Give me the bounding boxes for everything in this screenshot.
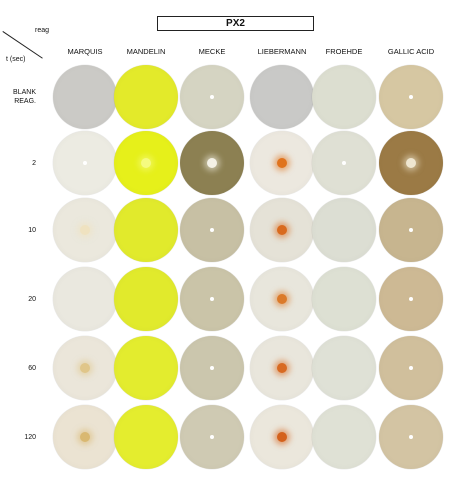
row-label-line: REAG. (14, 98, 36, 105)
reagent-well (53, 198, 117, 262)
row-label: 60 (4, 364, 36, 373)
reagent-well (53, 405, 117, 469)
reagent-well (53, 267, 117, 331)
sample-spot (277, 432, 287, 442)
sample-spot (210, 228, 214, 232)
reagent-well (312, 336, 376, 400)
page-title: PX2 (157, 16, 314, 31)
sample-spot (277, 225, 287, 235)
sample-spot (277, 363, 287, 373)
row-label-line: BLANK (13, 89, 36, 96)
column-header-mandelin: MANDELIN (126, 47, 166, 56)
reagent-well (180, 65, 244, 129)
reagent-well (312, 198, 376, 262)
row-label-line: 120 (24, 433, 36, 441)
reagent-well (114, 198, 178, 262)
column-header-froehde: FROEHDE (325, 47, 363, 56)
reagent-well (312, 267, 376, 331)
reagent-well (114, 405, 178, 469)
reagent-well (53, 336, 117, 400)
row-label-line: 60 (28, 364, 36, 372)
sample-spot (210, 366, 214, 370)
corner-reag-label: reag (35, 27, 50, 34)
reagent-well (53, 131, 117, 195)
sample-spot (409, 228, 413, 232)
row-label: BLANK REAG. (4, 88, 36, 106)
corner-time-label: t (sec) (6, 56, 26, 63)
sample-spot (210, 95, 214, 99)
reagent-well (180, 131, 244, 195)
sample-spot (210, 435, 214, 439)
sample-spot (277, 158, 287, 168)
reagent-well (379, 65, 443, 129)
row-label-line: 2 (32, 159, 36, 167)
sample-spot (409, 435, 413, 439)
sample-spot (409, 95, 413, 99)
reagent-well (114, 131, 178, 195)
sample-spot (83, 161, 87, 165)
reagent-well (250, 405, 314, 469)
reagent-well (250, 198, 314, 262)
reagent-well (379, 405, 443, 469)
reagent-well (180, 336, 244, 400)
column-header-liebermann: LIEBERMANN (257, 47, 307, 56)
sample-spot (342, 161, 346, 165)
row-label-line: 10 (28, 226, 36, 234)
sample-spot (207, 158, 217, 168)
reagent-well (114, 267, 178, 331)
reagent-well (114, 336, 178, 400)
reagent-well (312, 65, 376, 129)
sample-spot (406, 158, 416, 168)
row-label-line: 20 (28, 295, 36, 303)
reagent-well (250, 65, 314, 129)
sample-spot (80, 432, 90, 442)
sample-spot (80, 225, 90, 235)
reagent-well (114, 65, 178, 129)
column-header-marquis: MARQUIS (67, 47, 103, 56)
reagent-well (379, 336, 443, 400)
reagent-well (250, 267, 314, 331)
reagent-well (379, 267, 443, 331)
corner-divider (2, 31, 43, 59)
reagent-well (180, 267, 244, 331)
sample-spot (80, 363, 90, 373)
row-label: 120 (4, 433, 36, 442)
reagent-well (379, 198, 443, 262)
reagent-well (379, 131, 443, 195)
sample-spot (409, 366, 413, 370)
row-label: 2 (4, 159, 36, 168)
sample-spot (277, 294, 287, 304)
sample-spot (210, 297, 214, 301)
reagent-well (312, 405, 376, 469)
reagent-well (180, 198, 244, 262)
column-header-mecke: MECKE (198, 47, 226, 56)
column-header-gallic-acid: GALLIC ACID (387, 47, 435, 56)
reagent-well (180, 405, 244, 469)
reagent-well (250, 336, 314, 400)
reagent-well (312, 131, 376, 195)
row-label: 20 (4, 295, 36, 304)
row-label: 10 (4, 226, 36, 235)
sample-spot (409, 297, 413, 301)
reagent-well (250, 131, 314, 195)
sample-spot (141, 158, 151, 168)
reagent-well (53, 65, 117, 129)
